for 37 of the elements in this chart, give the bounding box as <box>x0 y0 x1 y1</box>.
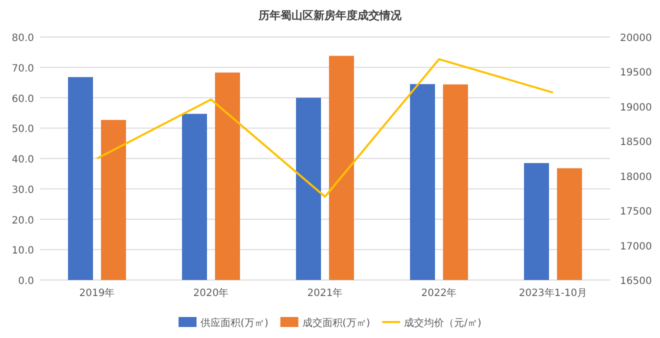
y2-tick-label: 17000 <box>620 241 652 252</box>
y-tick-label: 40.0 <box>12 154 34 166</box>
bar <box>215 72 240 280</box>
y-tick-label: 70.0 <box>12 63 34 74</box>
y2-tick-label: 17500 <box>620 206 652 218</box>
x-tick-label: 2021年 <box>307 287 343 299</box>
y-tick-label: 50.0 <box>12 124 34 136</box>
y-tick-label: 20.0 <box>12 215 34 226</box>
y2-tick-label: 19000 <box>620 102 652 114</box>
bar <box>410 84 435 280</box>
bar <box>182 114 207 280</box>
line-series <box>96 58 554 198</box>
y-tick-label: 60.0 <box>12 94 34 105</box>
chart-title: 历年蜀山区新房年度成交情况 <box>258 9 402 22</box>
legend-label: 成交均价（元/㎡) <box>404 317 482 329</box>
y2-tick-label: 18000 <box>620 172 652 183</box>
bar <box>524 163 549 280</box>
bar <box>329 56 354 280</box>
x-tick-label: 2022年 <box>421 287 457 299</box>
legend-label: 成交面积(万㎡) <box>302 317 370 329</box>
bar <box>296 98 321 280</box>
legend-label: 供应面积(万㎡) <box>200 317 268 329</box>
y2-tick-label: 19500 <box>620 68 652 79</box>
bar <box>101 120 126 280</box>
y2-tick-label: 16500 <box>620 276 652 287</box>
y-tick-label: 10.0 <box>12 246 34 257</box>
x-tick-label: 2019年 <box>79 287 115 299</box>
y2-tick-label: 18500 <box>620 137 652 148</box>
y-tick-label: 80.0 <box>12 33 34 44</box>
y-tick-label: 0.0 <box>18 276 34 287</box>
bar <box>443 84 468 280</box>
bar <box>557 168 582 280</box>
bar <box>68 77 93 280</box>
x-tick-label: 2023年1-10月 <box>518 287 588 299</box>
y-tick-label: 30.0 <box>12 184 34 196</box>
y2-tick-label: 20000 <box>620 33 652 44</box>
x-tick-label: 2020年 <box>193 287 229 299</box>
